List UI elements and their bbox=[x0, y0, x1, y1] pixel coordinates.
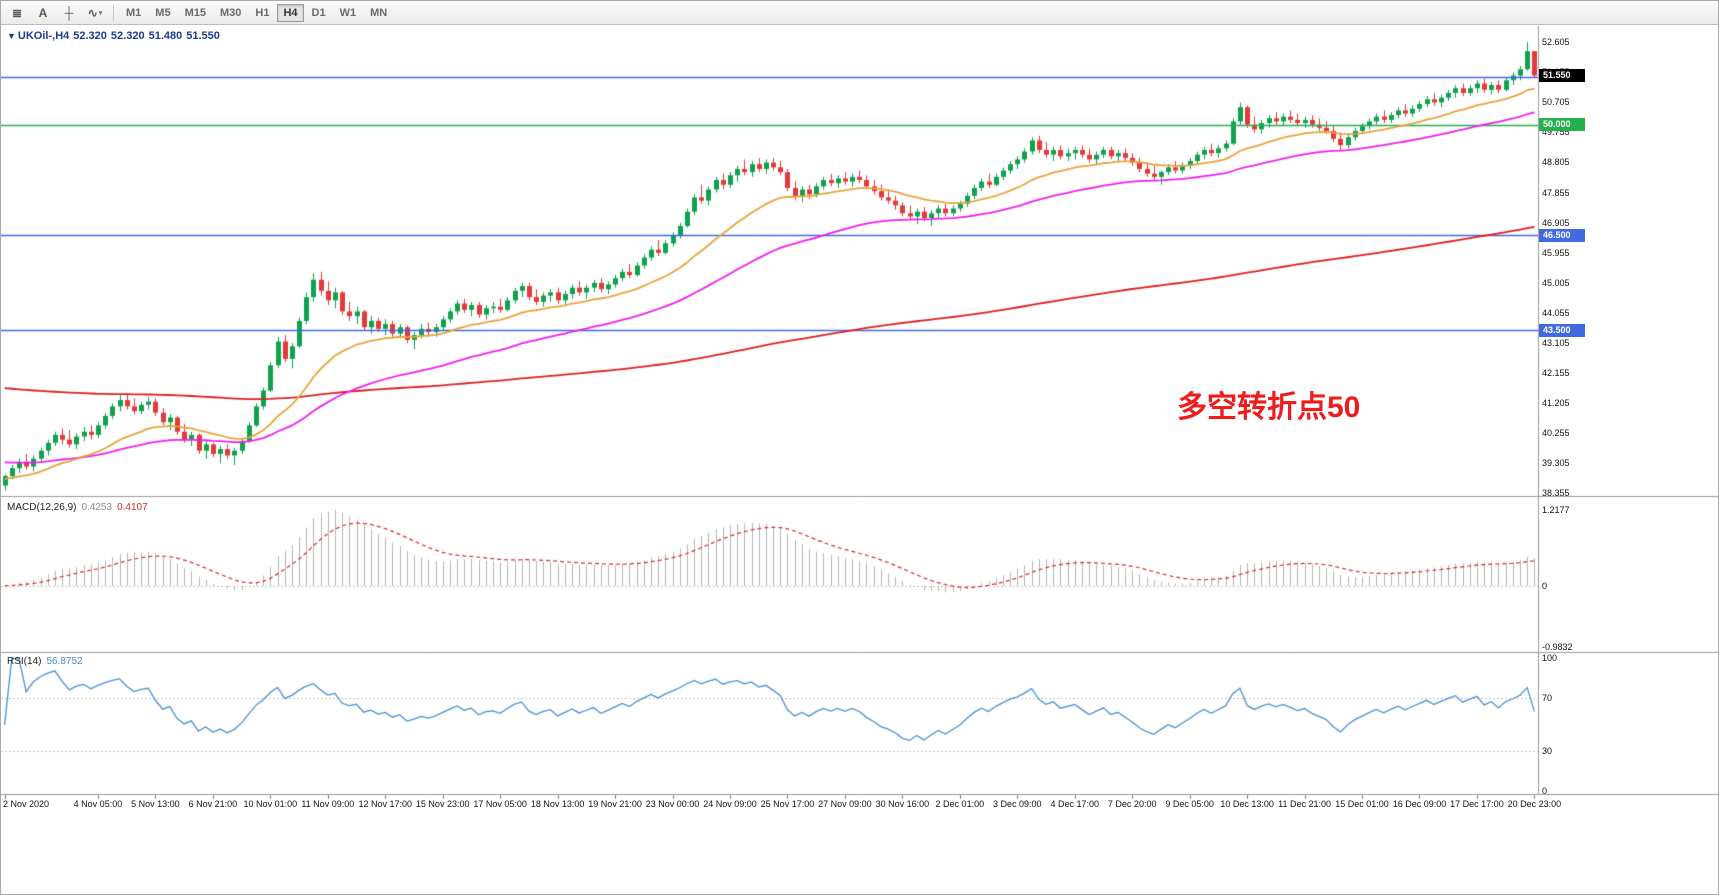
rsi-value: 56.8752 bbox=[46, 656, 83, 667]
macd-main-value: 0.4253 bbox=[81, 502, 113, 513]
chart-area: ▼ UKOil-,H4 52.320 52.320 51.480 51.550 MACD(… bbox=[1, 26, 1718, 894]
timeframe-button-m1[interactable]: M1 bbox=[126, 6, 142, 19]
time-axis-label: 9 Dec 05:00 bbox=[1165, 799, 1214, 809]
time-axis-label: 10 Dec 13:00 bbox=[1220, 799, 1274, 809]
time-axis-label: 2 Dec 01:00 bbox=[935, 799, 985, 809]
timeframe-button-d1[interactable]: D1 bbox=[311, 6, 326, 19]
rsi-label: RSI(14) 56.8752 bbox=[7, 656, 88, 667]
timeframe-button-m15[interactable]: M15 bbox=[184, 6, 206, 19]
time-axis-label: 12 Nov 17:00 bbox=[358, 799, 413, 809]
time-axis-label: 19 Nov 21:00 bbox=[588, 799, 642, 809]
timeframe-button-h1[interactable]: H1 bbox=[255, 6, 270, 19]
text-label-icon[interactable]: A bbox=[38, 5, 48, 20]
time-axis-label: 27 Nov 09:00 bbox=[818, 799, 872, 809]
time-axis-label: 7 Dec 20:00 bbox=[1107, 799, 1157, 809]
time-axis-label: 4 Dec 17:00 bbox=[1050, 799, 1099, 809]
timeframe-button-m5[interactable]: M5 bbox=[155, 6, 171, 19]
time-axis-label: 10 Nov 01:00 bbox=[243, 799, 298, 809]
toolbar-tools: ≣ A ┼ ∿ ▾ bbox=[5, 3, 107, 23]
chevron-down-icon: ▾ bbox=[98, 9, 103, 17]
time-axis-label: 16 Dec 09:00 bbox=[1392, 799, 1447, 809]
annotation-text: 多空转折点50 bbox=[1177, 391, 1361, 424]
timeframe-button-mn[interactable]: MN bbox=[370, 6, 388, 19]
quote-open: 52.320 bbox=[73, 30, 107, 42]
quote-close: 51.550 bbox=[186, 30, 220, 42]
time-axis-label: 15 Nov 23:00 bbox=[415, 799, 470, 809]
timeframe-button-h4[interactable]: H4 bbox=[277, 3, 304, 22]
macd-signal-value: 0.4107 bbox=[117, 502, 148, 513]
crosshair-icon[interactable]: ┼ bbox=[64, 5, 74, 20]
time-axis-label: 17 Nov 05:00 bbox=[473, 799, 527, 809]
macd-name: MACD(12,26,9) bbox=[7, 502, 77, 513]
quote-symbol: UKOil-,H4 bbox=[17, 30, 70, 42]
time-axis-label: 17 Dec 17:00 bbox=[1450, 799, 1504, 809]
quote-high: 52.320 bbox=[110, 30, 145, 42]
time-axis-label: 6 Nov 21:00 bbox=[188, 799, 238, 809]
time-axis-label: 11 Dec 21:00 bbox=[1278, 799, 1331, 809]
toolbar: ≣ A ┼ ∿ ▾ M1 M5 M15 M30 H1 H4 D1 W1 MN bbox=[1, 1, 1718, 25]
time-axis-label: 25 Nov 17:00 bbox=[760, 799, 815, 809]
time-axis-label: 23 Nov 00:00 bbox=[645, 799, 700, 809]
time-axis-label: 18 Nov 13:00 bbox=[530, 799, 585, 809]
time-axis-label: 24 Nov 09:00 bbox=[703, 799, 757, 809]
time-axis-label: 4 Nov 05:00 bbox=[73, 799, 123, 809]
time-axis[interactable]: 2 Nov 2020 4 Nov 05:00 5 Nov 13:00 6 Nov 21… bbox=[1, 799, 1718, 815]
quote-line: ▼ UKOil-,H4 52.320 52.320 51.480 51.550 bbox=[7, 30, 224, 42]
indicators-icon[interactable]: ∿ ▾ bbox=[87, 5, 103, 20]
timeframe-button-w1[interactable]: W1 bbox=[339, 6, 357, 19]
time-axis-label: 5 Nov 13:00 bbox=[131, 799, 180, 809]
chart-list-icon[interactable]: ≣ bbox=[11, 5, 23, 20]
time-axis-label: 20 Dec 23:00 bbox=[1507, 799, 1562, 809]
timeframe-button-m30[interactable]: M30 bbox=[219, 6, 242, 19]
time-axis-label: 15 Dec 01:00 bbox=[1335, 799, 1389, 809]
quote-low: 51.480 bbox=[148, 30, 183, 42]
time-axis-label: 30 Nov 16:00 bbox=[875, 799, 930, 809]
time-axis-label: 2 Nov 2020 bbox=[3, 799, 50, 809]
timeframe-group: M1 M5 M15 M30 H1 H4 D1 W1 MN bbox=[120, 3, 393, 22]
time-axis-label: 11 Nov 09:00 bbox=[301, 799, 355, 809]
time-axis-label: 3 Dec 09:00 bbox=[993, 799, 1042, 809]
chart-canvas[interactable] bbox=[1, 26, 1718, 894]
rsi-name: RSI(14) bbox=[7, 656, 42, 667]
macd-label: MACD(12,26,9) 0.4253 0.4107 bbox=[7, 502, 153, 513]
toolbar-separator bbox=[113, 4, 114, 21]
collapse-triangle-icon[interactable]: ▼ bbox=[7, 31, 16, 41]
